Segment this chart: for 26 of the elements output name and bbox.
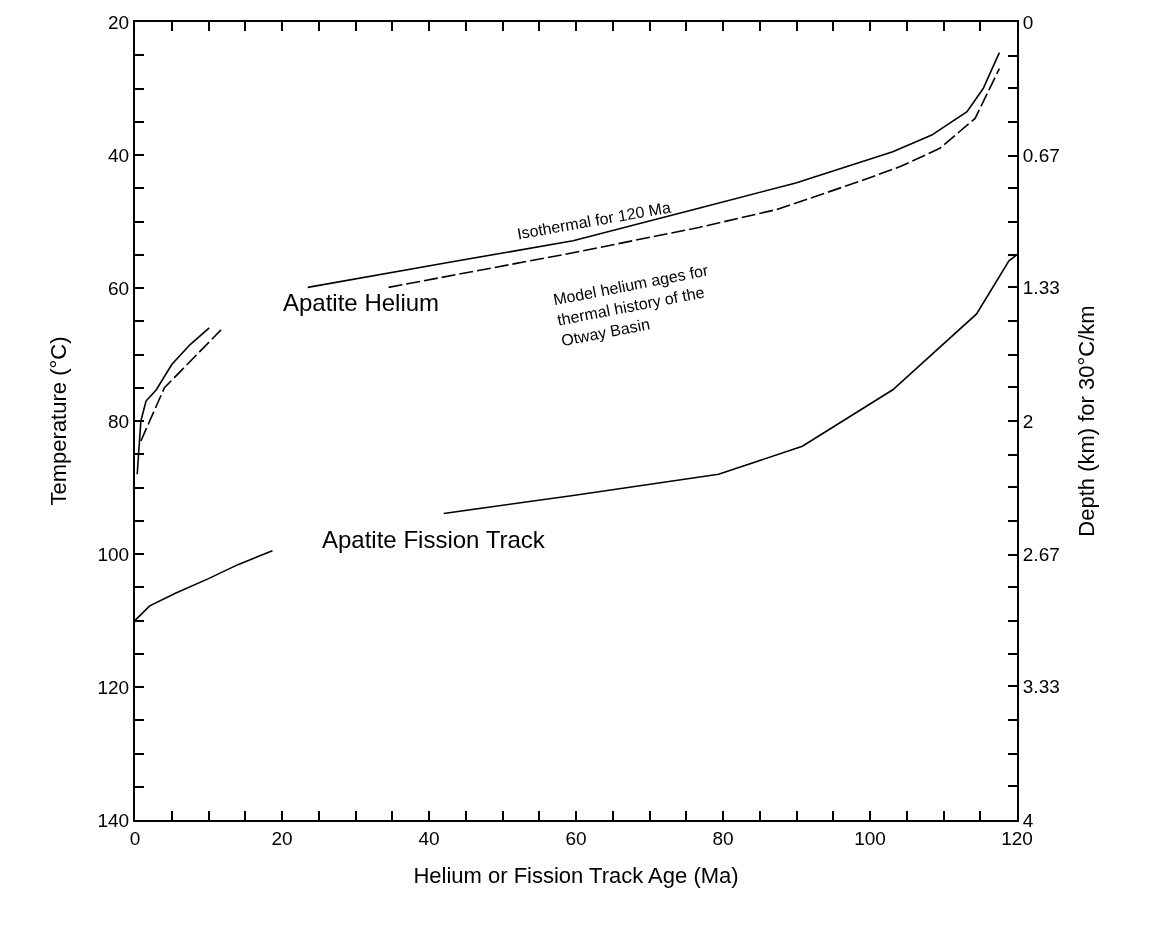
y-axis-title: Temperature (°C): [45, 336, 71, 506]
y-tick-label: 60: [108, 277, 130, 299]
y-tick-label: 140: [97, 809, 130, 831]
y2-tick-label: 0: [1022, 11, 1034, 33]
y-tick-label: 100: [97, 543, 130, 565]
x-tick-label: 20: [271, 827, 293, 849]
y-tick-label: 120: [97, 676, 130, 698]
annotation: Apatite Fission Track: [322, 526, 546, 553]
annotation: Model helium ages for thermal history of the Otway Basin: [551, 261, 711, 350]
y2-axis-title: Depth (km) for 30°C/km: [1074, 305, 1100, 537]
y-tick-label: 40: [108, 144, 130, 166]
y-tick-label: 80: [108, 410, 130, 432]
y2-tick-label: 2.67: [1022, 544, 1060, 566]
x-tick-label: 40: [418, 827, 440, 849]
x-tick-label: 0: [129, 827, 141, 849]
y-tick-label: 20: [108, 11, 130, 33]
x-tick-label: 60: [565, 827, 587, 849]
x-axis-title: Helium or Fission Track Age (Ma): [413, 863, 739, 889]
y2-tick-label: 2: [1022, 410, 1034, 432]
x-tick-label: 80: [712, 827, 734, 849]
y2-tick-label: 0.67: [1022, 145, 1060, 167]
y2-tick-label: 3.33: [1022, 675, 1060, 697]
y2-tick-label: 1.33: [1022, 276, 1060, 298]
annotation: Isothermal for 120 Ma: [515, 198, 673, 243]
annotation: Apatite Helium: [283, 289, 440, 316]
x-tick-label: 100: [854, 827, 886, 849]
